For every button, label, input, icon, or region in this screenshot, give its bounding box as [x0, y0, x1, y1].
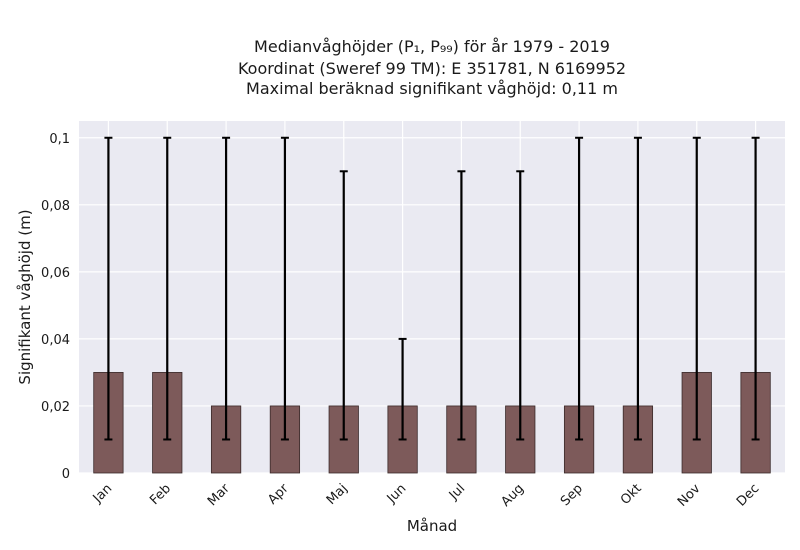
x-tick-label: Maj	[324, 481, 351, 508]
y-tick-label: 0	[62, 467, 70, 482]
x-tick-label: Okt	[618, 481, 645, 508]
title-line-3: Maximal beräknad signifikant våghöjd: 0,…	[246, 79, 618, 98]
x-tick-label: Apr	[265, 481, 292, 508]
title-line-1: Medianvåghöjder (P₁, P₉₉) för år 1979 - …	[254, 37, 610, 56]
x-tick-label: Aug	[499, 481, 528, 510]
x-tick-label: Jul	[446, 481, 468, 503]
y-tick-label: 0,04	[41, 333, 70, 348]
chart-title: Medianvåghöjder (P₁, P₉₉) för år 1979 - …	[238, 37, 626, 98]
y-axis-ticks: 0 0,02 0,04 0,06 0,08 0,1	[41, 132, 70, 482]
error-bar-apr	[280, 136, 289, 441]
x-tick-label: Jan	[90, 481, 115, 506]
y-tick-label: 0,02	[41, 400, 70, 415]
title-line-2: Koordinat (Sweref 99 TM): E 351781, N 61…	[238, 59, 626, 78]
y-tick-label: 0,08	[41, 199, 70, 214]
error-bar-mar	[222, 136, 231, 441]
error-bar-dec	[751, 136, 760, 441]
y-tick-label: 0,1	[49, 132, 70, 147]
error-bar-aug	[516, 170, 525, 441]
error-bars	[104, 136, 760, 441]
error-bar-sep	[575, 136, 584, 441]
error-bar-jul	[457, 170, 466, 441]
error-bar-okt	[633, 136, 642, 441]
x-tick-label: Dec	[734, 481, 762, 509]
error-bar-jan	[104, 136, 113, 441]
x-tick-label: Feb	[147, 481, 174, 508]
x-tick-label: Mar	[205, 481, 233, 509]
x-tick-label: Nov	[675, 481, 704, 510]
y-tick-label: 0,06	[41, 266, 70, 281]
plot-area	[79, 121, 785, 473]
error-bar-jun	[398, 337, 407, 441]
error-bar-nov	[692, 136, 701, 441]
y-axis-label: Signifikant våghöjd (m)	[16, 209, 34, 384]
x-axis-ticks: Jan Feb Mar Apr Maj Jun Jul Aug Sep Okt Nov Dec	[90, 481, 763, 510]
x-tick-label: Sep	[558, 481, 586, 509]
x-axis-label: Månad	[407, 517, 457, 535]
x-tick-label: Jun	[384, 481, 410, 507]
error-bar-maj	[339, 170, 348, 441]
error-bar-feb	[163, 136, 172, 441]
